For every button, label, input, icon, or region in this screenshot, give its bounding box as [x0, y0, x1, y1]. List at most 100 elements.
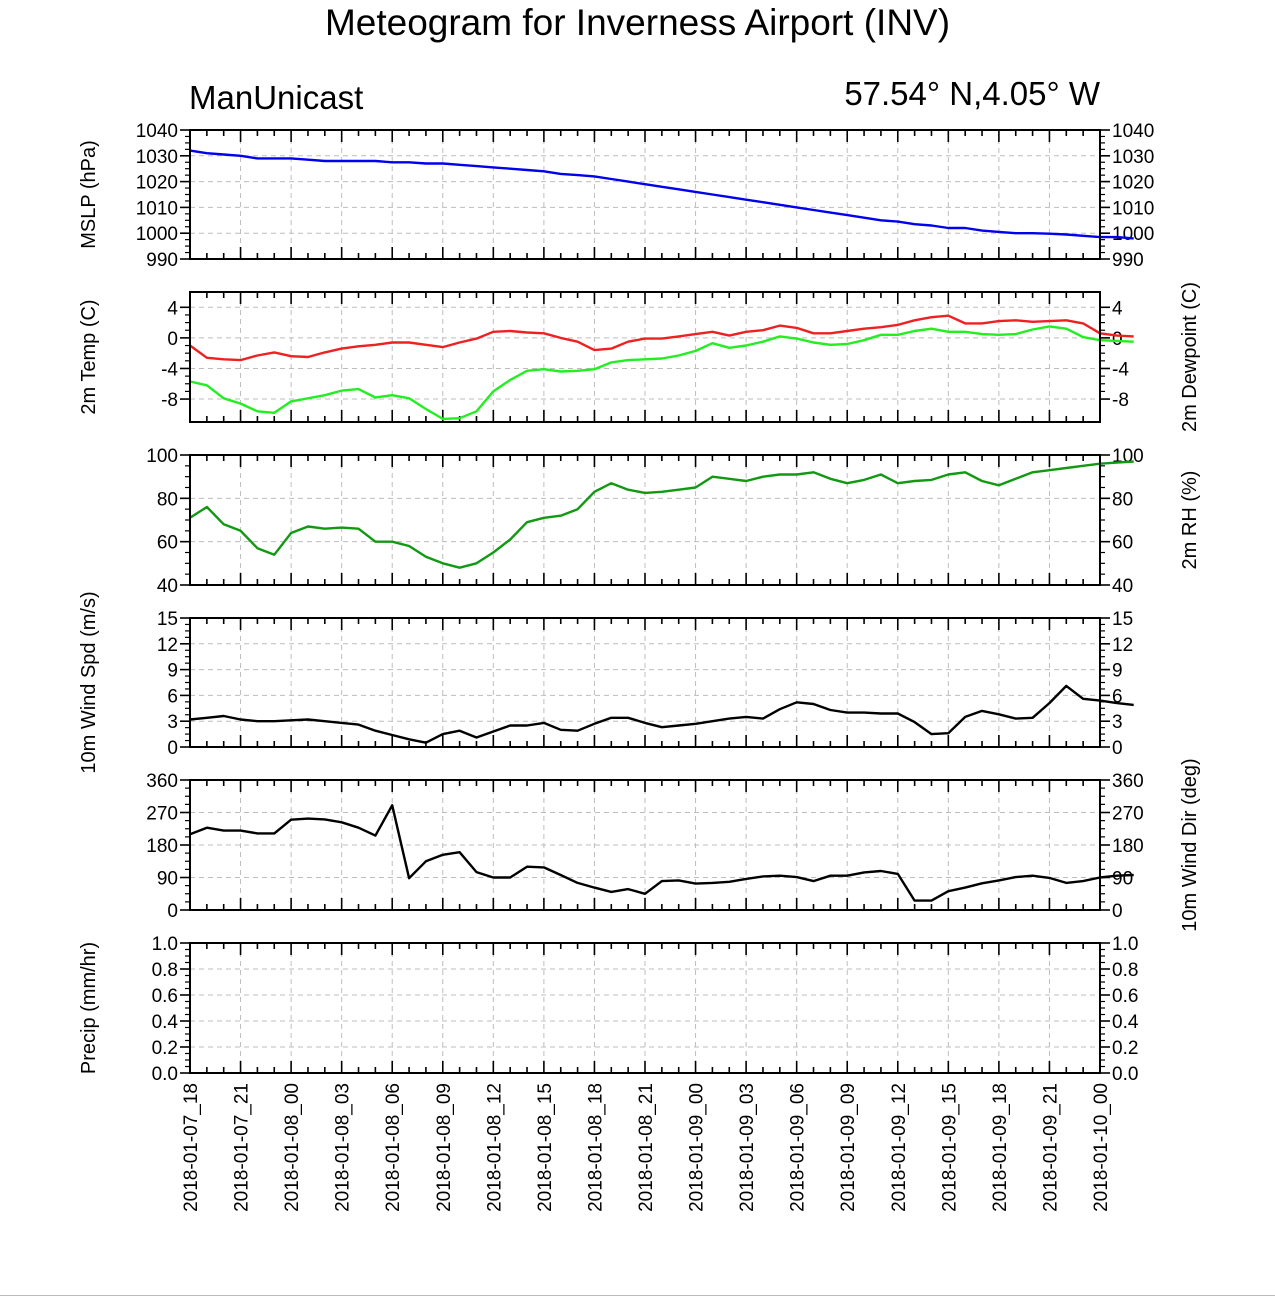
x-tick-label: 2018-01-08_21 — [636, 1083, 657, 1212]
y-tick-label-left: 0 — [167, 901, 178, 922]
y-tick-label-left: 3 — [167, 712, 178, 733]
y-tick-label-right: 9 — [1112, 661, 1123, 682]
y-tick-label-right: 0 — [1112, 329, 1123, 350]
x-tick-label: 2018-01-10_00 — [1091, 1083, 1112, 1212]
panel-rh: 40 40 60 60 80 80 100 100 2m RH (%) — [146, 446, 1201, 597]
y-tick-label-left: 90 — [157, 869, 178, 890]
y-axis-label-right: 2m Dewpoint (C) — [1179, 282, 1201, 432]
y-tick-label-right: 100 — [1112, 446, 1144, 467]
y-tick-label-left: 0 — [167, 329, 178, 350]
x-tick-label: 2018-01-09_15 — [939, 1083, 960, 1212]
y-tick-label-right: 40 — [1112, 576, 1133, 597]
y-tick-label-right: 90 — [1112, 869, 1133, 890]
panel-frame — [189, 291, 1101, 423]
y-tick-label-right: 1030 — [1112, 147, 1154, 168]
panel-frame — [189, 129, 1101, 260]
y-tick-label-left: 1000 — [136, 224, 178, 245]
y-tick-label-left: 12 — [157, 635, 178, 656]
y-tick-label-left: 9 — [167, 661, 178, 682]
y-tick-label-left: 270 — [146, 804, 178, 825]
panel-frame — [189, 617, 1101, 748]
y-tick-label-right: 270 — [1112, 804, 1144, 825]
y-tick-label-right: 3 — [1112, 712, 1123, 733]
x-tick-label: 2018-01-09_12 — [889, 1083, 910, 1212]
y-tick-label-right: 15 — [1112, 609, 1133, 630]
y-tick-label-right: 1000 — [1112, 224, 1154, 245]
series-line-mslp-0 — [189, 149, 1134, 240]
y-tick-label-left: 0.4 — [152, 1012, 179, 1033]
y-tick-label-left: 80 — [157, 489, 178, 510]
y-tick-label-right: 990 — [1112, 250, 1144, 271]
x-tick-label: 2018-01-08_09 — [434, 1083, 455, 1212]
y-tick-label-left: 0.0 — [152, 1064, 178, 1085]
y-tick-label-right: 12 — [1112, 635, 1133, 656]
y-tick-label-left: 360 — [146, 771, 178, 792]
y-axis-label-left: MSLP (hPa) — [78, 140, 100, 249]
y-tick-label-left: 40 — [157, 576, 178, 597]
panel-frame — [189, 454, 1101, 586]
y-tick-label-right: 0 — [1112, 901, 1123, 922]
y-tick-label-right: 180 — [1112, 836, 1144, 857]
panel-precip: 0.0 0.0 0.2 0.2 0.4 0.4 0.6 0.6 0.8 0.8 1.0 1.0 Prec… — [78, 934, 1139, 1085]
y-tick-label-left: 1.0 — [152, 934, 178, 955]
y-tick-label-right: 4 — [1112, 298, 1123, 319]
y-tick-label-right: 0.2 — [1112, 1038, 1138, 1059]
panel-frame — [189, 779, 1101, 911]
y-tick-label-left: -4 — [161, 359, 178, 380]
y-tick-label-left: 0 — [167, 738, 178, 759]
y-tick-label-left: 0.8 — [152, 960, 178, 981]
x-tick-label: 2018-01-08_06 — [383, 1083, 404, 1212]
x-tick-label: 2018-01-09_18 — [990, 1083, 1011, 1212]
y-tick-label-left: 1040 — [136, 121, 178, 142]
y-tick-label-left: 1010 — [136, 198, 178, 219]
y-tick-label-right: 60 — [1112, 533, 1133, 554]
x-tick-label: 2018-01-07_21 — [232, 1083, 253, 1212]
y-tick-label-right: 0.8 — [1112, 960, 1138, 981]
y-tick-label-left: -8 — [161, 390, 178, 411]
y-tick-label-right: 1010 — [1112, 198, 1154, 219]
x-tick-label: 2018-01-09_09 — [838, 1083, 859, 1212]
y-tick-label-left: 180 — [146, 836, 178, 857]
x-tick-label: 2018-01-09_03 — [737, 1083, 758, 1212]
y-tick-label-right: 0.6 — [1112, 986, 1138, 1007]
y-tick-label-left: 0.6 — [152, 986, 178, 1007]
x-tick-label: 2018-01-09_00 — [687, 1083, 708, 1212]
panel-mslp: 990 990 1000 1000 1010 1010 1020 1020 1030 1030 10… — [78, 121, 1154, 271]
series-line-temp-1 — [189, 325, 1134, 421]
y-axis-label-left: 10m Wind Spd (m/s) — [78, 591, 100, 773]
x-tick-label: 2018-01-08_00 — [282, 1083, 303, 1212]
y-axis-label-right: 10m Wind Dir (deg) — [1179, 758, 1201, 931]
x-tick-label: 2018-01-08_18 — [585, 1083, 606, 1212]
panel-wdir: 0 0 90 90 180 180 270 270 360 360 10m Wind Dir (de… — [146, 758, 1201, 931]
y-tick-label-right: 1.0 — [1112, 934, 1138, 955]
y-tick-label-left: 990 — [146, 250, 178, 271]
series-line-temp-0 — [189, 314, 1134, 362]
bottom-divider — [0, 1295, 1275, 1296]
y-tick-label-left: 100 — [146, 446, 178, 467]
y-tick-label-right: 80 — [1112, 489, 1133, 510]
chart-title: Meteogram for Inverness Airport (INV) — [324, 2, 951, 43]
y-tick-label-right: 0 — [1112, 738, 1123, 759]
y-tick-label-left: 0.2 — [152, 1038, 178, 1059]
model-name: ManUnicast — [189, 79, 364, 116]
y-tick-label-right: 0.0 — [1112, 1064, 1138, 1085]
y-tick-label-right: 360 — [1112, 771, 1144, 792]
y-tick-label-right: -4 — [1112, 359, 1129, 380]
y-tick-label-left: 6 — [167, 686, 178, 707]
y-tick-label-right: 1020 — [1112, 173, 1154, 194]
x-tick-label: 2018-01-07_18 — [181, 1083, 202, 1212]
x-tick-label: 2018-01-08_03 — [333, 1083, 354, 1212]
y-tick-label-left: 60 — [157, 533, 178, 554]
x-tick-label: 2018-01-08_15 — [535, 1083, 556, 1212]
series-line-rh-0 — [189, 460, 1134, 569]
series-line-wspd-0 — [189, 684, 1134, 744]
y-axis-label-left: Precip (mm/hr) — [78, 942, 100, 1074]
y-axis-label-right: 2m RH (%) — [1179, 471, 1201, 570]
x-tick-label: 2018-01-09_06 — [788, 1083, 809, 1212]
y-tick-label-left: 15 — [157, 609, 178, 630]
y-tick-label-right: 6 — [1112, 686, 1123, 707]
y-axis-label-left: 2m Temp (C) — [78, 299, 100, 414]
y-tick-label-left: 1030 — [136, 147, 178, 168]
